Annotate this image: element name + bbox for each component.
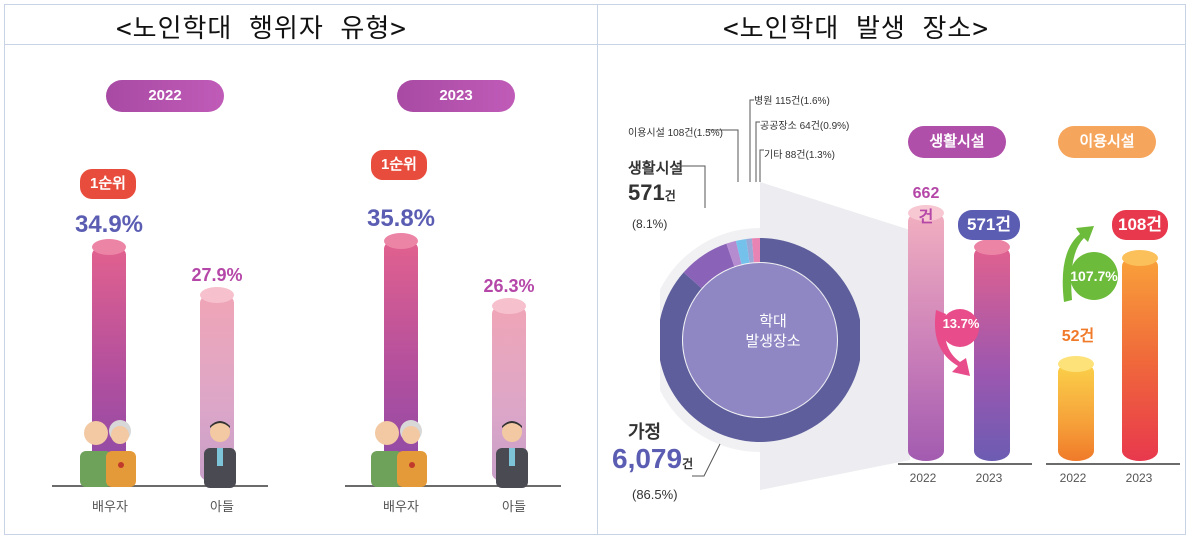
label-living-count: 571 [628,180,665,205]
living-facility-title: 생활시설 [908,126,1006,158]
living-x-2023: 2023 [975,471,1003,485]
x-label-son-2022: 아들 [210,499,234,514]
living-leader-line [677,165,706,208]
label-living-unit: 건 [664,189,676,203]
use-facility-title: 이용시설 [1058,126,1156,158]
use-2022-label: 52건 [1061,328,1095,345]
x-label-son-2023: 아들 [502,499,526,514]
label-public-place: 공공장소 64건(0.9%) [760,121,850,132]
baseline-2022 [52,485,268,487]
bar-cap-2022-아들 [200,286,234,303]
bar-이용시설-2023 [1122,256,1158,461]
bar-cap-2023-아들 [492,297,526,314]
use-baseline [1046,463,1180,465]
value-label-2022-배우자: 34.9% [74,211,144,239]
bar-cap-2023-배우자 [384,233,418,249]
label-other: 기타 88건(1.3%) [764,150,835,161]
living-2023-label: 571건 [958,210,1020,240]
donut-slice-생활시설 [683,243,735,289]
elderly-couple-icon [371,420,427,487]
elderly-couple-icon [80,420,136,487]
bar-cap-2022-배우자 [92,239,126,256]
donut-center [683,263,837,417]
title-divider [4,44,1186,45]
leader-lines [708,99,764,182]
year-pill-2023: 2023 [397,80,515,112]
baseline-2023 [345,485,561,487]
donut-center-label-2: 발생장소 [745,333,801,350]
label-hospital: 병원 115건(1.6%) [754,96,830,107]
donut-slice-공공장소 [746,238,754,263]
figure-frame [4,4,1186,535]
donut-ring [660,238,860,442]
use-2023-label: 108건 [1112,210,1168,240]
value-label-2022-아들: 27.9% [191,264,243,285]
increase-arrow-icon [1062,226,1118,302]
living-baseline [898,463,1032,465]
living-x-2022: 2022 [909,471,937,485]
left-panel-title: <노인학대 행위자 유형> [116,14,407,44]
panel-divider [597,4,598,535]
year-pill-2022: 2022 [106,80,224,112]
label-home-name: 가정 [628,422,662,442]
decrease-arrow-icon [934,309,979,376]
use-change: 107.7% [1070,268,1118,284]
label-home-pct: (86.5%) [632,487,678,502]
use-x-2022: 2022 [1059,471,1087,485]
label-living-pct: (8.1%) [632,217,668,231]
home-leader-line [692,443,721,477]
label-living-name: 생활시설 [628,160,684,177]
donut-center-label-1: 학대 [759,313,787,330]
use-x-2023: 2023 [1125,471,1153,485]
value-label-2023-아들: 26.3% [483,275,535,296]
donut-slice-이용시설 [726,240,742,267]
bar-생활시설-2023 [974,245,1010,461]
x-label-spouse-2023: 배우자 [383,499,419,514]
rank-badge-2023: 1순위 [371,150,427,180]
right-panel-title: <노인학대 발생 장소> [723,14,989,44]
bar-cap-생활시설-2022 [908,205,944,221]
living-change: 13.7% [942,316,980,331]
living-2022-label: 662건 [912,185,940,226]
bar-cap-이용시설-2023 [1122,250,1158,266]
label-home-unit: 건 [682,457,694,471]
bar-이용시설-2022 [1058,362,1094,461]
son-icon [496,421,528,488]
donut-slice-기타 [751,238,760,263]
value-label-2023-배우자: 35.8% [366,205,436,232]
x-label-spouse-2022: 배우자 [92,499,128,514]
bar-cap-생활시설-2023 [974,239,1010,256]
son-icon [204,421,236,488]
label-facility-use: 이용시설 108건(1.5%) [628,128,723,139]
label-home-count: 6,079 [612,443,683,474]
rank-badge-2022: 1순위 [80,169,136,199]
donut-slice-병원 [735,238,750,265]
bar-cap-이용시설-2022 [1058,356,1094,373]
